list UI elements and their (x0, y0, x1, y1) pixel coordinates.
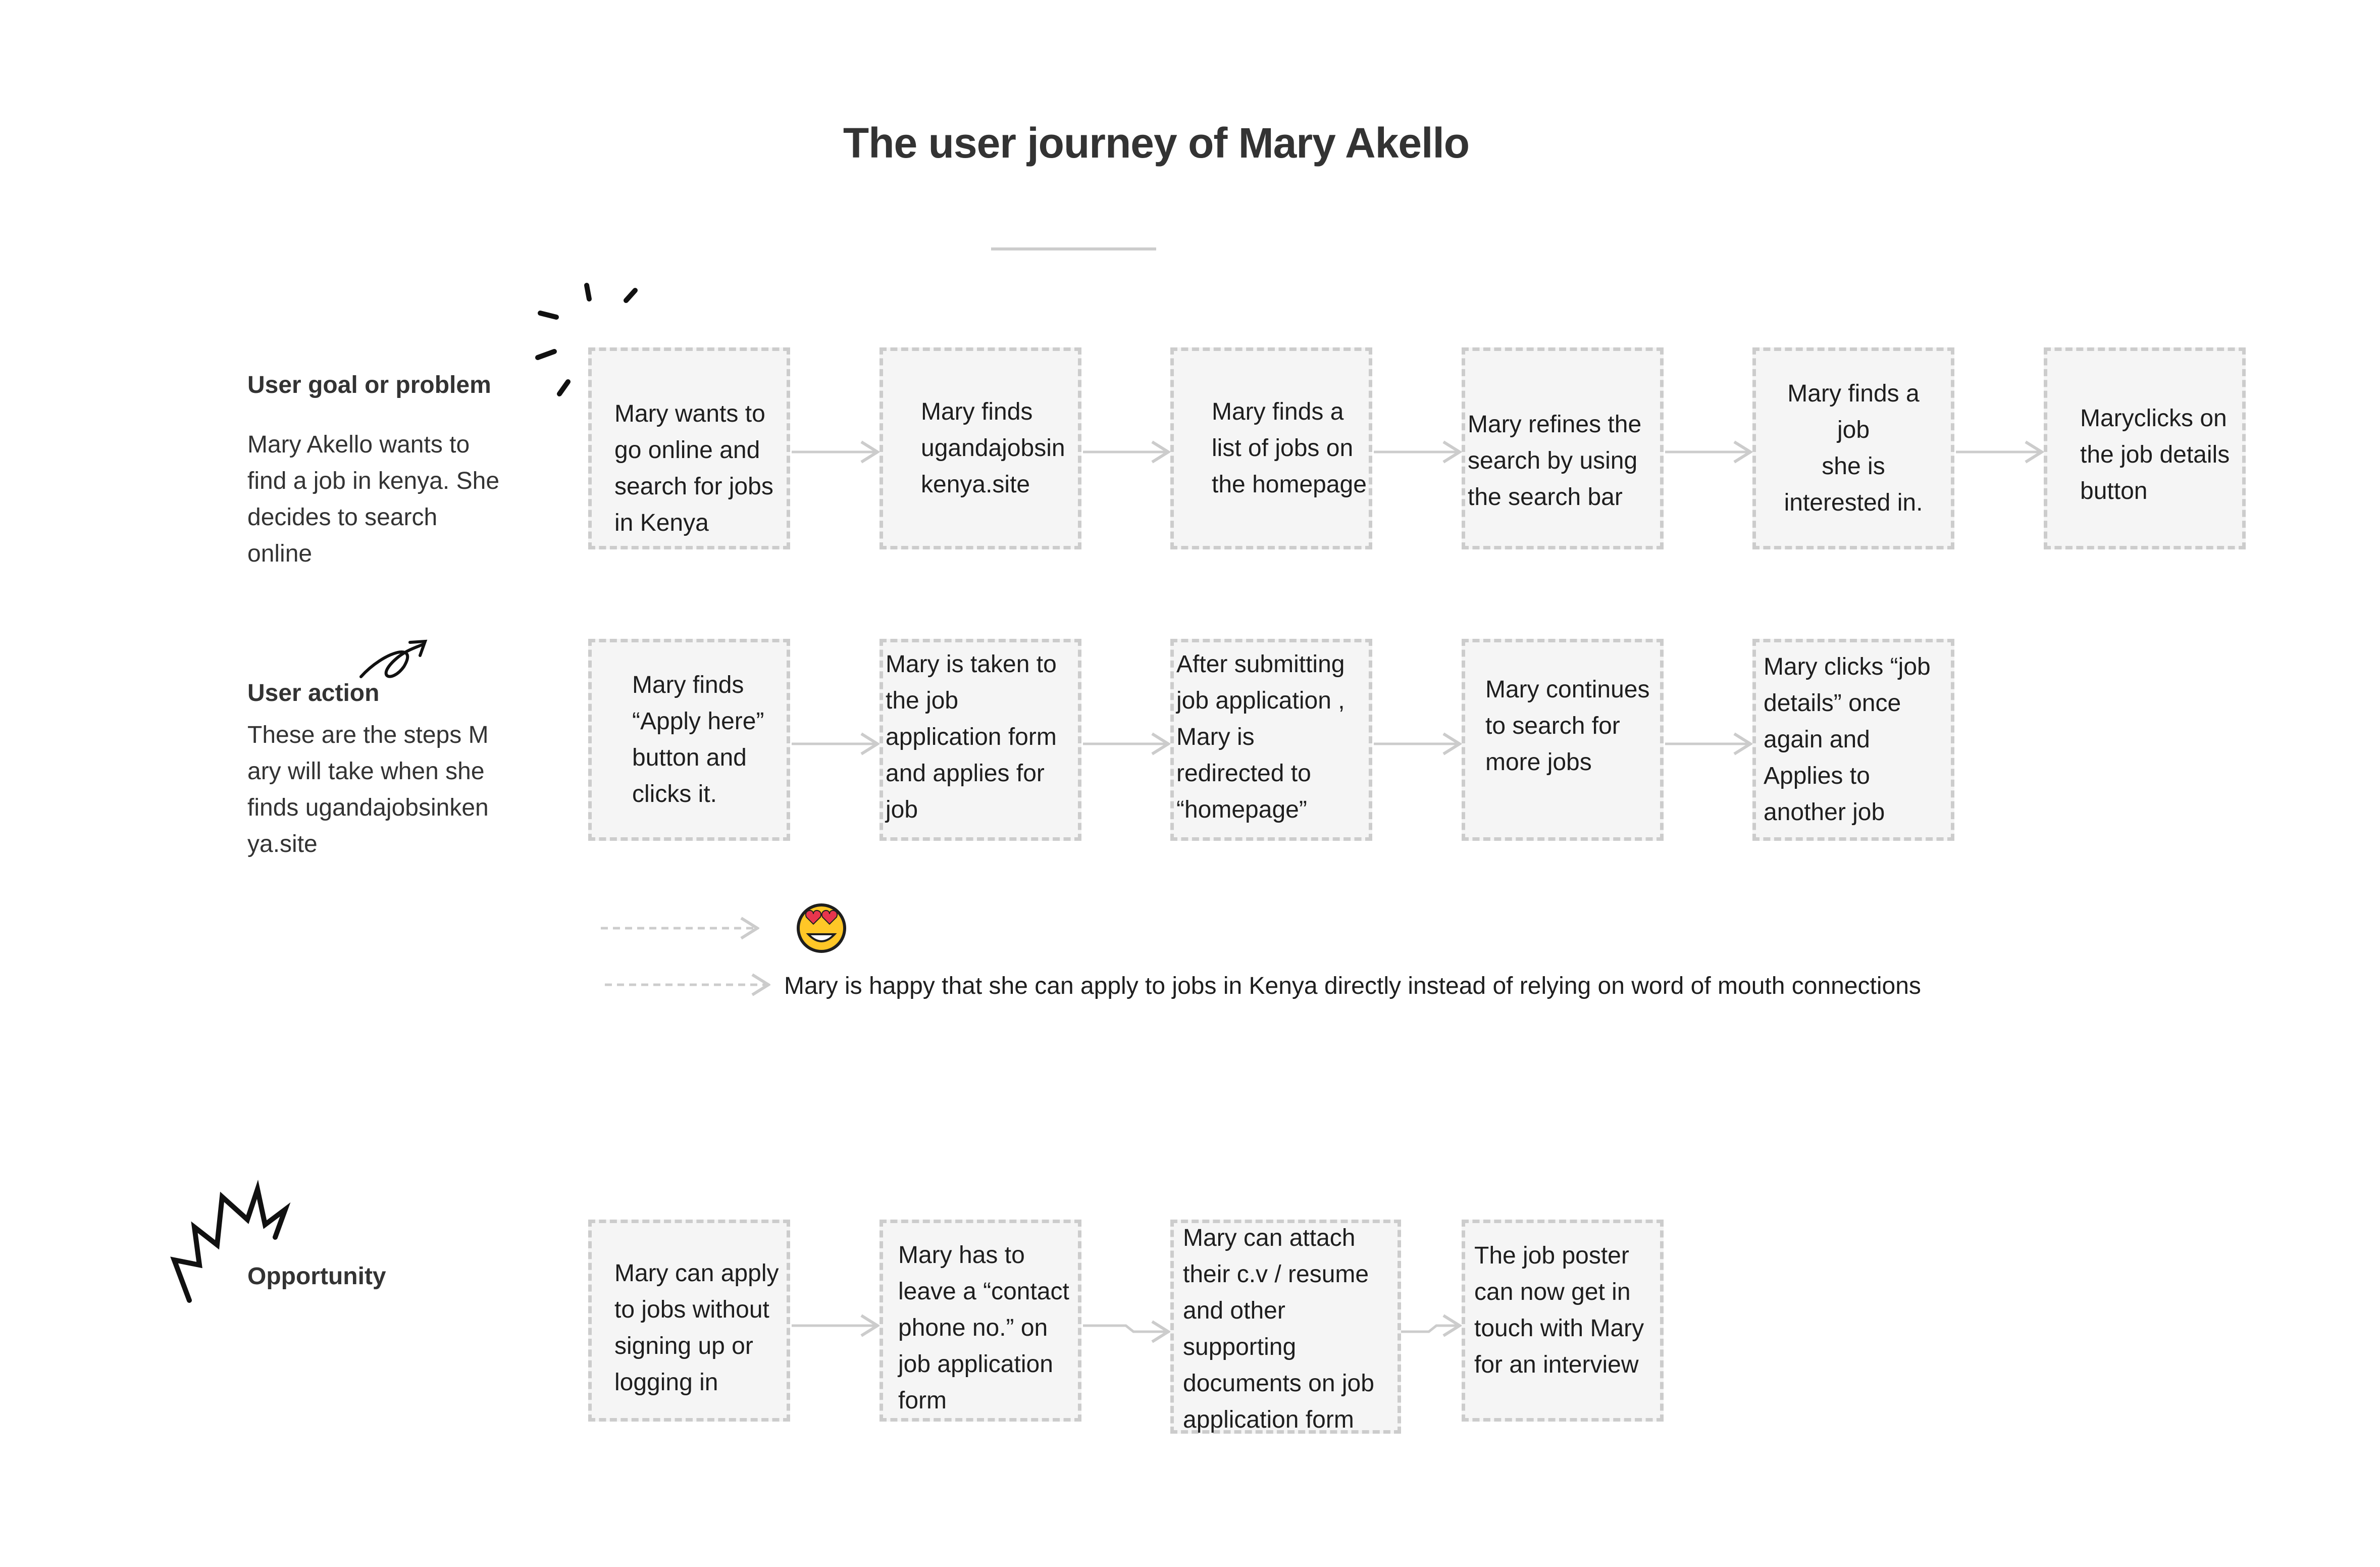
opportunity-arrow (1083, 1326, 1168, 1332)
action-step-text: After submitting job application , Mary … (1176, 651, 1345, 823)
opportunity-step-box: Mary has to leave a “contact phone no.” … (879, 1220, 1081, 1422)
heart-eyes-emoji-icon (797, 903, 846, 953)
opportunity-step-box: Mary can attach their c.v / resume and o… (1170, 1220, 1401, 1434)
goal-step-text: Mary finds ugandajobsin kenya.site (921, 398, 1065, 498)
goal-step-text: Maryclicks on the job details button (2080, 405, 2230, 504)
emotion-statement: Mary is happy that she can apply to jobs… (784, 973, 1921, 999)
goal-step-box: Mary finds a list of jobs on the homepag… (1170, 347, 1372, 549)
opportunity-step-text: The job poster can now get in touch with… (1474, 1242, 1644, 1378)
action-step-box: Mary finds “Apply here” button and click… (588, 639, 790, 841)
title-divider (991, 247, 1156, 250)
goal-step-text: Mary finds a list of jobs on the homepag… (1212, 398, 1367, 498)
goal-step-box: Maryclicks on the job details button (2044, 347, 2246, 549)
opportunity-step-box: Mary can apply to jobs without signing u… (588, 1220, 790, 1422)
row-heading-goal: User goal or problem (247, 372, 491, 398)
goal-step-text: Mary wants to go online and search for j… (614, 400, 773, 536)
action-step-text: Mary clicks “job details” once again and… (1764, 653, 1931, 826)
goal-step-box: Mary wants to go online and search for j… (588, 347, 790, 549)
opportunity-step-text: Mary can apply to jobs without signing u… (614, 1260, 779, 1396)
action-step-text: Mary continues to search for more jobs (1485, 676, 1650, 776)
opportunity-step-text: Mary can attach their c.v / resume and o… (1183, 1225, 1374, 1433)
page-title: The user journey of Mary Akello (843, 119, 1470, 167)
swirl-arrow-doodle-icon (359, 639, 428, 678)
action-step-box: Mary clicks “job details” once again and… (1752, 639, 1954, 841)
goal-step-box: Mary finds ugandajobsin kenya.site (879, 347, 1081, 549)
goal-step-box: Mary refines the search by using the sea… (1462, 347, 1664, 549)
opportunity-step-box: The job poster can now get in touch with… (1462, 1220, 1664, 1422)
action-step-text: Mary finds “Apply here” button and click… (632, 672, 764, 807)
row-heading-opportunity: Opportunity (247, 1263, 386, 1290)
row-heading-action: User action (247, 680, 380, 706)
row-description-goal: Mary Akello wants to find a job in kenya… (247, 431, 500, 567)
sparkle-doodle-icon (535, 283, 638, 396)
action-step-box: Mary is taken to the job application for… (879, 639, 1081, 841)
goal-step-text: Mary refines the search by using the sea… (1468, 411, 1642, 511)
zigzag-doodle-icon (170, 1180, 291, 1303)
action-step-box: After submitting job application , Mary … (1170, 639, 1372, 841)
opportunity-step-text: Mary has to leave a “contact phone no.” … (898, 1242, 1069, 1414)
goal-step-text: Mary finds a job she is interested in. (1784, 380, 1923, 516)
opportunity-arrow (1401, 1326, 1460, 1332)
action-step-text: Mary is taken to the job application for… (886, 651, 1057, 823)
goal-step-box: Mary finds a job she is interested in. (1752, 347, 1954, 549)
action-step-box: Mary continues to search for more jobs (1462, 639, 1664, 841)
row-description-action: These are the steps Mary will take when … (247, 722, 489, 857)
